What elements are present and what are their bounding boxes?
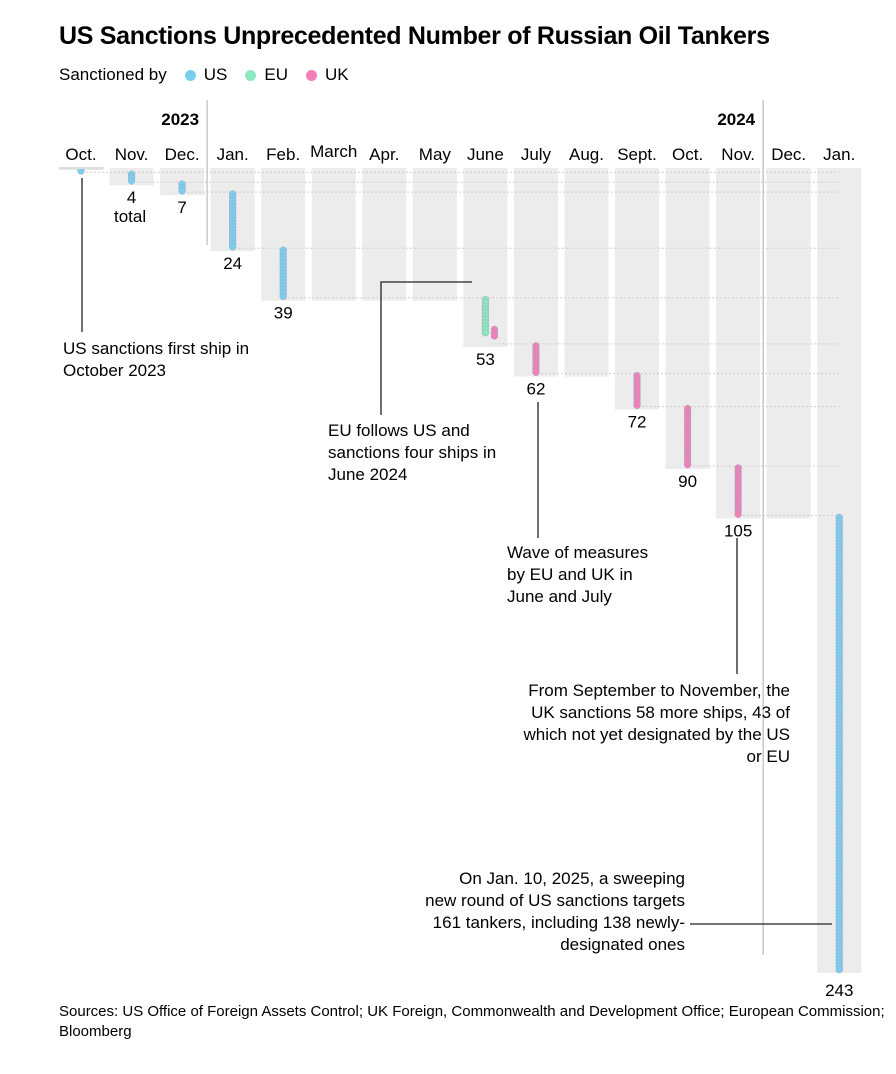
year-label: 2024 xyxy=(717,110,755,129)
source-note: Sources: US Office of Foreign Assets Con… xyxy=(59,1003,885,1040)
ship-dot-us xyxy=(835,965,843,974)
ship-dot-us xyxy=(229,243,237,251)
month-label: Dec. xyxy=(771,145,806,164)
month-column xyxy=(564,168,609,377)
cumulative-label: 53 xyxy=(476,350,495,369)
ship-dot-uk xyxy=(490,332,499,340)
month-label: July xyxy=(521,145,552,164)
annotation-jan: On Jan. 10, 2025, a sweeping new round o… xyxy=(425,869,685,954)
cumulative-label: 24 xyxy=(223,254,242,273)
month-column xyxy=(362,168,407,301)
cumulative-label: 4 xyxy=(127,188,136,207)
month-column xyxy=(412,168,457,301)
annotation-oct: US sanctions first ship in October 2023 xyxy=(63,339,250,380)
month-label: Aug. xyxy=(569,145,604,164)
month-label: Sept. xyxy=(617,145,657,164)
ship-dot-us xyxy=(127,177,136,185)
cumulative-label: 72 xyxy=(628,413,647,432)
legend-uk-dot xyxy=(306,69,317,81)
month-label: Oct. xyxy=(65,145,96,164)
total-word: total xyxy=(114,207,147,226)
annotation-wave: Wave of measures by EU and UK in June an… xyxy=(507,543,649,606)
year-label: 2023 xyxy=(161,110,199,129)
leader-eu xyxy=(380,281,472,415)
month-label: June xyxy=(467,145,504,164)
cumulative-label: 62 xyxy=(526,380,545,399)
month-column xyxy=(716,168,761,519)
cumulative-label: 39 xyxy=(274,304,293,323)
legend-us-dot xyxy=(184,69,196,81)
month-label: Jan. xyxy=(217,145,249,164)
ship-dot-us xyxy=(178,187,186,195)
month-label: May xyxy=(419,145,452,164)
month-label: Dec. xyxy=(165,145,200,164)
cumulative-label: 243 xyxy=(825,981,853,1000)
ship-dot-uk xyxy=(683,461,692,469)
month-label: Nov. xyxy=(721,145,755,164)
month-label: Feb. xyxy=(266,145,300,164)
ship-dot-uk xyxy=(532,368,540,376)
ship-dot-us xyxy=(279,292,287,301)
month-column xyxy=(615,168,660,410)
cumulative-label: 90 xyxy=(678,472,697,491)
legend-uk: UK xyxy=(325,65,349,84)
legend-eu-dot xyxy=(245,69,257,81)
legend-us: US xyxy=(203,65,228,84)
month-label: March xyxy=(310,142,357,161)
month-label: Oct. xyxy=(672,145,703,164)
month-column xyxy=(766,168,811,519)
cumulative-label: 105 xyxy=(724,522,752,541)
cumulative-label: 7 xyxy=(177,198,186,217)
legend-eu: EU xyxy=(264,65,288,84)
month-label: Jan. xyxy=(823,145,855,164)
legend-label: Sanctioned by xyxy=(59,65,167,84)
legend: Sanctioned by US EU UK xyxy=(59,65,349,85)
month-label: Nov. xyxy=(115,145,149,164)
month-label: Apr. xyxy=(369,145,399,164)
annotation-uk: From September to November, the UK sanct… xyxy=(523,681,791,766)
annotation-eu: EU follows US and sanctions four ships i… xyxy=(328,421,497,484)
ship-dot-eu xyxy=(481,329,490,337)
ship-dot-uk xyxy=(734,510,742,518)
ship-dot-uk xyxy=(633,401,641,409)
chart-title: US Sanctions Unprecedented Number of Rus… xyxy=(59,22,770,50)
month-column xyxy=(513,168,558,377)
month-column xyxy=(311,168,356,301)
